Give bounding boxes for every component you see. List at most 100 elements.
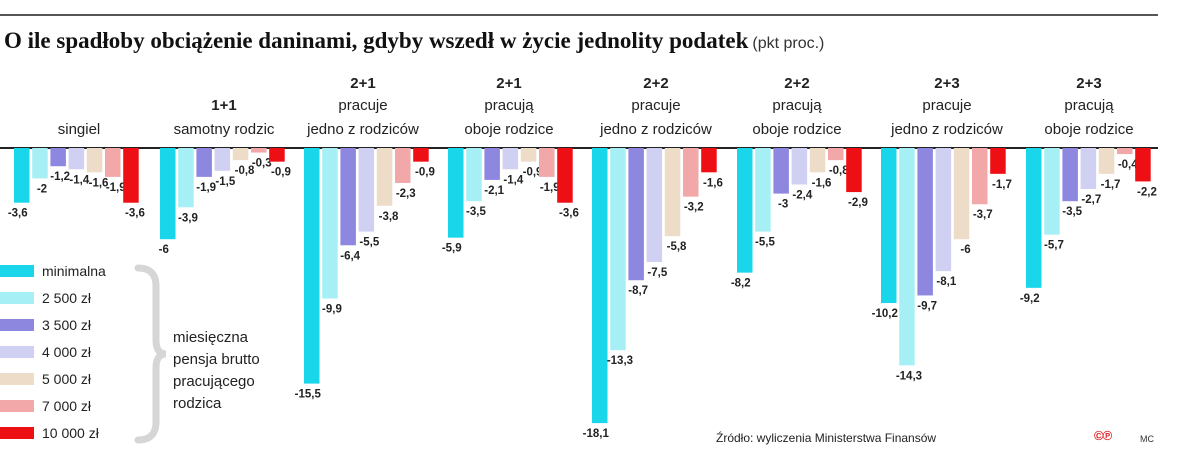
publisher-logo: ©℗	[1094, 428, 1112, 443]
bar-value-label: -8,2	[731, 278, 751, 290]
bar-6	[828, 148, 844, 161]
bar-6	[972, 148, 988, 205]
bar-value-label: -3,2	[684, 202, 704, 214]
bar-value-label: -5,9	[442, 243, 462, 255]
legend-note-line: rodzica	[173, 395, 222, 412]
bar-1	[304, 148, 320, 384]
legend-brace	[134, 264, 167, 444]
bar-4	[791, 148, 808, 185]
bar-value-label: -5,5	[359, 237, 379, 249]
category-label: singiel	[58, 121, 101, 138]
chart-title: O ile spadłoby obciążenie daninami, gdyb…	[4, 28, 824, 54]
bar-value-label: -5,5	[755, 237, 775, 249]
bar-4	[935, 148, 952, 272]
bar-value-label: -3,7	[973, 209, 993, 221]
bar-6	[539, 148, 555, 177]
bar-value-label: -0,4	[1118, 159, 1138, 171]
bar-value-label: -5,7	[1044, 240, 1064, 252]
legend-swatch	[0, 265, 34, 277]
bar-value-label: -0,8	[235, 165, 255, 177]
bar-6	[395, 148, 411, 183]
bar-value-label: -6	[159, 244, 169, 256]
bar-value-label: -6	[960, 244, 970, 256]
bar-2	[610, 148, 626, 351]
bar-value-label: -1,9	[196, 182, 216, 194]
legend-label: 10 000 zł	[42, 425, 100, 441]
bar-value-label: -0,3	[252, 158, 272, 170]
category-label: 2+1	[496, 75, 521, 92]
source-note: Źródło: wyliczenia Ministerstwa Finansów	[716, 431, 937, 445]
bar-value-label: -6,4	[340, 250, 360, 262]
bar-3	[917, 148, 933, 296]
bar-value-label: -1,2	[50, 171, 70, 183]
bar-value-label: -15,5	[295, 389, 322, 401]
bar-4	[68, 148, 85, 170]
bar-6	[251, 148, 267, 153]
bar-value-label: -1,7	[1101, 179, 1121, 191]
legend-swatch	[0, 427, 34, 439]
category-label: jedno z rodziców	[599, 121, 712, 138]
bar-value-label: -8,7	[628, 285, 648, 297]
bar-value-label: -3	[778, 199, 788, 211]
chart-title-text: O ile spadłoby obciążenie daninami, gdyb…	[4, 28, 749, 53]
bar-5	[953, 148, 970, 240]
bar-value-label: -18,1	[583, 428, 610, 440]
legend-note-line: pensja brutto	[173, 351, 260, 368]
bar-value-label: -8,1	[936, 276, 956, 288]
bar-value-label: -1,9	[540, 182, 560, 194]
legend-label: 4 000 zł	[42, 344, 92, 360]
bar-7	[413, 148, 429, 162]
bar-value-label: -1,6	[703, 177, 723, 189]
legend-swatch	[0, 319, 34, 331]
category-label: 2+3	[934, 75, 959, 92]
bar-value-label: -2	[37, 183, 47, 195]
bar-1	[160, 148, 176, 240]
category-label: 2+2	[784, 75, 809, 92]
category-label: pracuje	[922, 97, 971, 114]
bar-1	[592, 148, 608, 424]
bar-value-label: -2,1	[484, 185, 504, 197]
bar-2	[32, 148, 48, 179]
legend-swatch	[0, 292, 34, 304]
legend-label: 5 000 zł	[42, 371, 92, 387]
bar-4	[358, 148, 375, 232]
category-label: 2+2	[643, 75, 668, 92]
bar-value-label: -3,6	[8, 208, 28, 220]
bar-value-label: -1,6	[89, 177, 109, 189]
bar-4	[502, 148, 519, 170]
legend-swatch	[0, 400, 34, 412]
category-label: 2+1	[350, 75, 375, 92]
bar-value-label: -2,4	[792, 189, 812, 201]
category-label: 1+1	[211, 97, 236, 114]
category-label: jedno z rodziców	[890, 121, 1003, 138]
category-label: pracują	[1064, 97, 1114, 114]
bar-3	[196, 148, 212, 177]
category-label: samotny rodzic	[174, 121, 275, 138]
bar-7	[269, 148, 285, 162]
bar-3	[1062, 148, 1078, 202]
bar-value-label: -3,8	[379, 211, 399, 223]
bar-value-label: -0,9	[523, 167, 543, 179]
bar-value-label: -9,9	[322, 303, 342, 315]
bar-value-label: -14,3	[896, 370, 922, 382]
bar-value-label: -1,6	[812, 177, 832, 189]
bar-value-label: -3,5	[1062, 206, 1082, 218]
bar-2	[1044, 148, 1060, 235]
bar-5	[664, 148, 681, 237]
bar-value-label: -1,7	[992, 179, 1012, 191]
bar-2	[466, 148, 482, 202]
bar-4	[646, 148, 663, 262]
legend-swatch	[0, 373, 34, 385]
bar-value-label: -10,2	[872, 308, 898, 320]
bar-value-label: -1,4	[69, 174, 89, 186]
category-label: pracują	[484, 97, 534, 114]
bar-3	[50, 148, 66, 167]
bar-1	[448, 148, 464, 238]
bar-value-label: -5,8	[667, 241, 687, 253]
category-label: oboje rodzice	[464, 121, 553, 138]
bar-1	[14, 148, 30, 203]
category-label: pracują	[772, 97, 822, 114]
bar-value-label: -3,9	[178, 212, 198, 224]
bar-value-label: -1,4	[503, 174, 523, 186]
